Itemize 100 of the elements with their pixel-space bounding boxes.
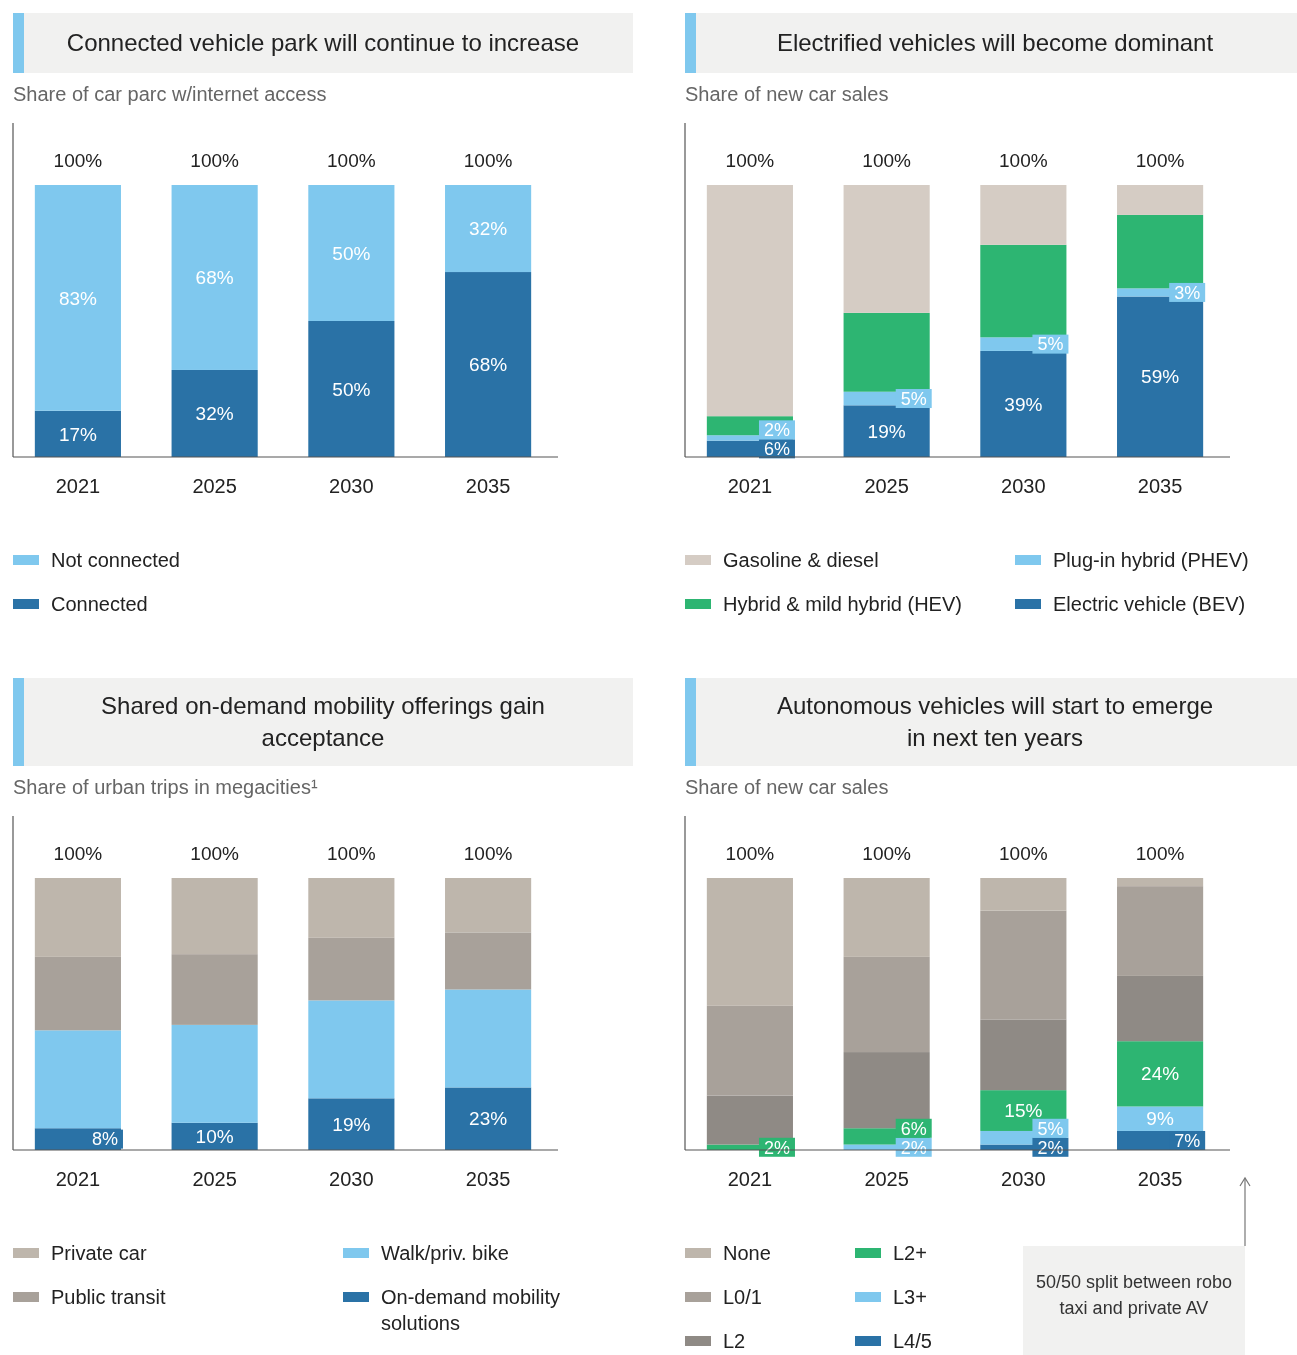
bar: [1117, 1041, 1204, 1107]
total-label: 100%: [327, 843, 376, 864]
x-tick-label: 2021: [727, 1168, 773, 1190]
chart-title: Electrified vehicles will become dominant: [776, 29, 1214, 57]
data-label: 2%: [763, 420, 790, 441]
bar: [34, 878, 121, 957]
data-label: 6%: [900, 1118, 927, 1139]
bar: [980, 185, 1067, 245]
legend-label: L3+: [893, 1286, 927, 1308]
legend-label: L2+: [893, 1242, 927, 1264]
bar: [308, 1098, 395, 1150]
legend-label: None: [723, 1242, 771, 1264]
data-label: 68%: [195, 267, 234, 289]
data-label: 9%: [1146, 1108, 1174, 1130]
data-label: 24%: [1141, 1063, 1180, 1085]
x-tick-label: 2021: [727, 475, 773, 497]
total-label: 100%: [53, 843, 103, 864]
bar: [706, 878, 793, 1006]
data-label: 3%: [1174, 282, 1201, 303]
bar: [308, 937, 395, 1001]
x-tick-label: 2025: [192, 1168, 237, 1190]
total-label: 100%: [862, 150, 912, 171]
chart-title: Autonomous vehicles will start to emerge in next ten years: [776, 692, 1214, 752]
bar: [980, 910, 1067, 1020]
bar: [980, 350, 1067, 457]
chart-title: Shared on-demand mobility offerings gain acceptance: [101, 692, 545, 752]
total-label: 100%: [999, 843, 1048, 864]
bar: [843, 185, 930, 313]
legend-label: Not connected: [51, 549, 180, 571]
legend-label: On-demand mobility solutions: [381, 1286, 560, 1334]
x-tick-label: 2035: [465, 475, 511, 497]
total-label: 100%: [53, 150, 103, 171]
x-tick-label: 2030: [329, 1168, 374, 1190]
total-label: 100%: [862, 843, 912, 864]
data-label: 83%: [58, 287, 98, 309]
data-label: 17%: [58, 423, 98, 445]
total-label: 100%: [463, 150, 513, 171]
x-tick-label: 2030: [1001, 1168, 1046, 1190]
bar: [171, 369, 258, 457]
bar: [171, 1024, 258, 1123]
legend-label: Electric vehicle (BEV): [1053, 593, 1246, 615]
data-label: 2%: [763, 1137, 790, 1158]
x-tick-label: 2025: [192, 475, 237, 497]
legend-label: Public transit: [51, 1286, 166, 1308]
bar: [706, 1005, 793, 1096]
data-label: 32%: [195, 403, 234, 425]
bar: [1117, 1106, 1204, 1131]
legend-label: Plug-in hybrid (PHEV): [1053, 549, 1249, 571]
data-label: 50%: [332, 378, 371, 400]
data-label: 2%: [1037, 1137, 1064, 1158]
bar: [843, 878, 930, 957]
bar: [171, 954, 258, 1025]
chart-title: Connected vehicle park will continue to increase: [66, 29, 580, 57]
total-label: 100%: [1135, 150, 1185, 171]
legend-label: Gasoline & diesel: [723, 549, 879, 571]
chart-subtitle: Share of new car sales: [685, 776, 889, 798]
bar: [445, 878, 532, 933]
data-label: 8%: [91, 1129, 118, 1150]
bar: [445, 989, 532, 1088]
legend-label: L2: [723, 1330, 746, 1352]
legend-label: Walk/priv. bike: [381, 1242, 509, 1264]
total-label: 100%: [725, 150, 775, 171]
data-label: 5%: [900, 388, 927, 409]
x-tick-label: 2035: [1137, 1168, 1183, 1190]
x-tick-label: 2035: [1137, 475, 1183, 497]
data-label: 23%: [469, 1108, 508, 1130]
data-label: 19%: [332, 1113, 371, 1135]
data-label: 32%: [469, 218, 508, 240]
legend-label: Hybrid & mild hybrid (HEV): [723, 593, 962, 615]
data-label: 59%: [1141, 366, 1180, 388]
x-tick-label: 2035: [465, 1168, 511, 1190]
bar: [308, 321, 395, 457]
total-label: 100%: [999, 150, 1048, 171]
chart-subtitle: Share of new car sales: [685, 83, 889, 105]
bar: [34, 956, 121, 1031]
data-label: 5%: [1037, 334, 1064, 355]
bar: [1117, 185, 1204, 215]
bar: [1117, 975, 1204, 1042]
x-tick-label: 2030: [329, 475, 374, 497]
bar: [34, 1030, 121, 1129]
total-label: 100%: [1135, 843, 1185, 864]
legend-label: L4/5: [893, 1330, 932, 1352]
bar: [445, 185, 532, 273]
bar: [980, 244, 1067, 338]
bar: [308, 1000, 395, 1099]
data-label: 50%: [332, 242, 371, 264]
x-tick-label: 2021: [55, 475, 101, 497]
text: 50/50 split between robo taxi and private AV: [1035, 1272, 1233, 1318]
bar: [34, 410, 121, 457]
x-tick-label: 2025: [864, 475, 909, 497]
x-tick-label: 2021: [55, 1168, 101, 1190]
data-label: 68%: [469, 354, 508, 376]
bar: [980, 878, 1067, 911]
data-label: 7%: [1174, 1130, 1201, 1151]
data-label: 39%: [1004, 393, 1043, 415]
bar: [1117, 886, 1204, 976]
bar: [308, 878, 395, 938]
data-label: 10%: [195, 1126, 234, 1148]
bar: [980, 1019, 1067, 1091]
chart-subtitle: Share of urban trips in megacities¹: [13, 776, 318, 798]
